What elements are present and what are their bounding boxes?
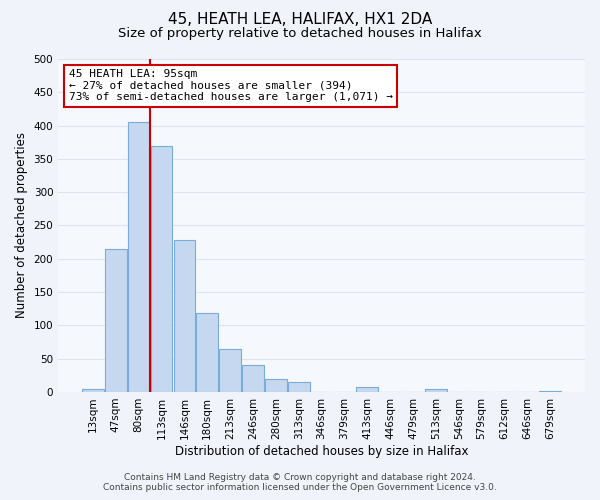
Bar	[265, 378, 287, 392]
Text: 45, HEATH LEA, HALIFAX, HX1 2DA: 45, HEATH LEA, HALIFAX, HX1 2DA	[168, 12, 432, 28]
Text: Contains HM Land Registry data © Crown copyright and database right 2024.
Contai: Contains HM Land Registry data © Crown c…	[103, 473, 497, 492]
Bar	[219, 348, 241, 392]
Bar	[425, 388, 447, 392]
Bar	[151, 146, 172, 392]
Bar	[173, 240, 195, 392]
Bar	[539, 390, 561, 392]
Bar	[82, 388, 104, 392]
X-axis label: Distribution of detached houses by size in Halifax: Distribution of detached houses by size …	[175, 444, 469, 458]
Bar	[196, 314, 218, 392]
Bar	[356, 386, 378, 392]
Bar	[105, 249, 127, 392]
Text: 45 HEATH LEA: 95sqm
← 27% of detached houses are smaller (394)
73% of semi-detac: 45 HEATH LEA: 95sqm ← 27% of detached ho…	[69, 69, 393, 102]
Bar	[242, 366, 264, 392]
Y-axis label: Number of detached properties: Number of detached properties	[15, 132, 28, 318]
Bar	[288, 382, 310, 392]
Text: Size of property relative to detached houses in Halifax: Size of property relative to detached ho…	[118, 28, 482, 40]
Bar	[128, 122, 149, 392]
